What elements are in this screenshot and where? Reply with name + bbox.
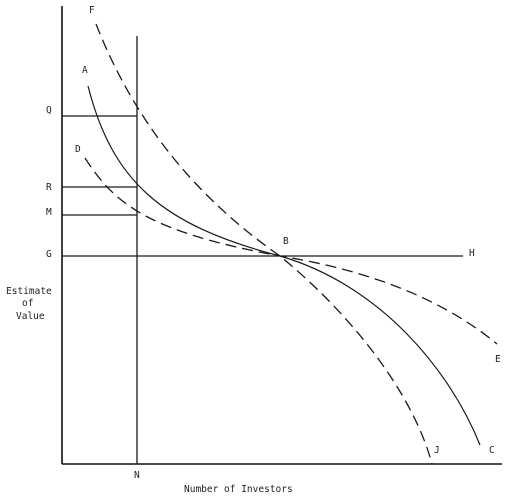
- label-j: J: [434, 445, 440, 456]
- label-f: F: [89, 5, 95, 16]
- label-g: G: [46, 249, 52, 260]
- label-d: D: [75, 144, 81, 155]
- curve-a-c: [87, 85, 481, 446]
- label-n: N: [134, 470, 140, 481]
- y-axis-title-line-3: Value: [16, 311, 45, 322]
- label-h: H: [469, 248, 475, 259]
- curve-d-e: [84, 157, 498, 345]
- y-axis-title-line-1: Estimate: [6, 286, 52, 297]
- x-axis-title: Number of Investors: [184, 484, 293, 495]
- label-c: C: [489, 445, 495, 456]
- label-r: R: [46, 182, 52, 193]
- label-q: Q: [46, 105, 52, 116]
- y-axis-title-line-2: of: [22, 298, 33, 309]
- curve-f-j: [95, 23, 433, 465]
- label-m: M: [46, 207, 52, 218]
- label-b: B: [283, 236, 289, 247]
- label-e: E: [495, 354, 501, 365]
- label-a: A: [82, 65, 88, 76]
